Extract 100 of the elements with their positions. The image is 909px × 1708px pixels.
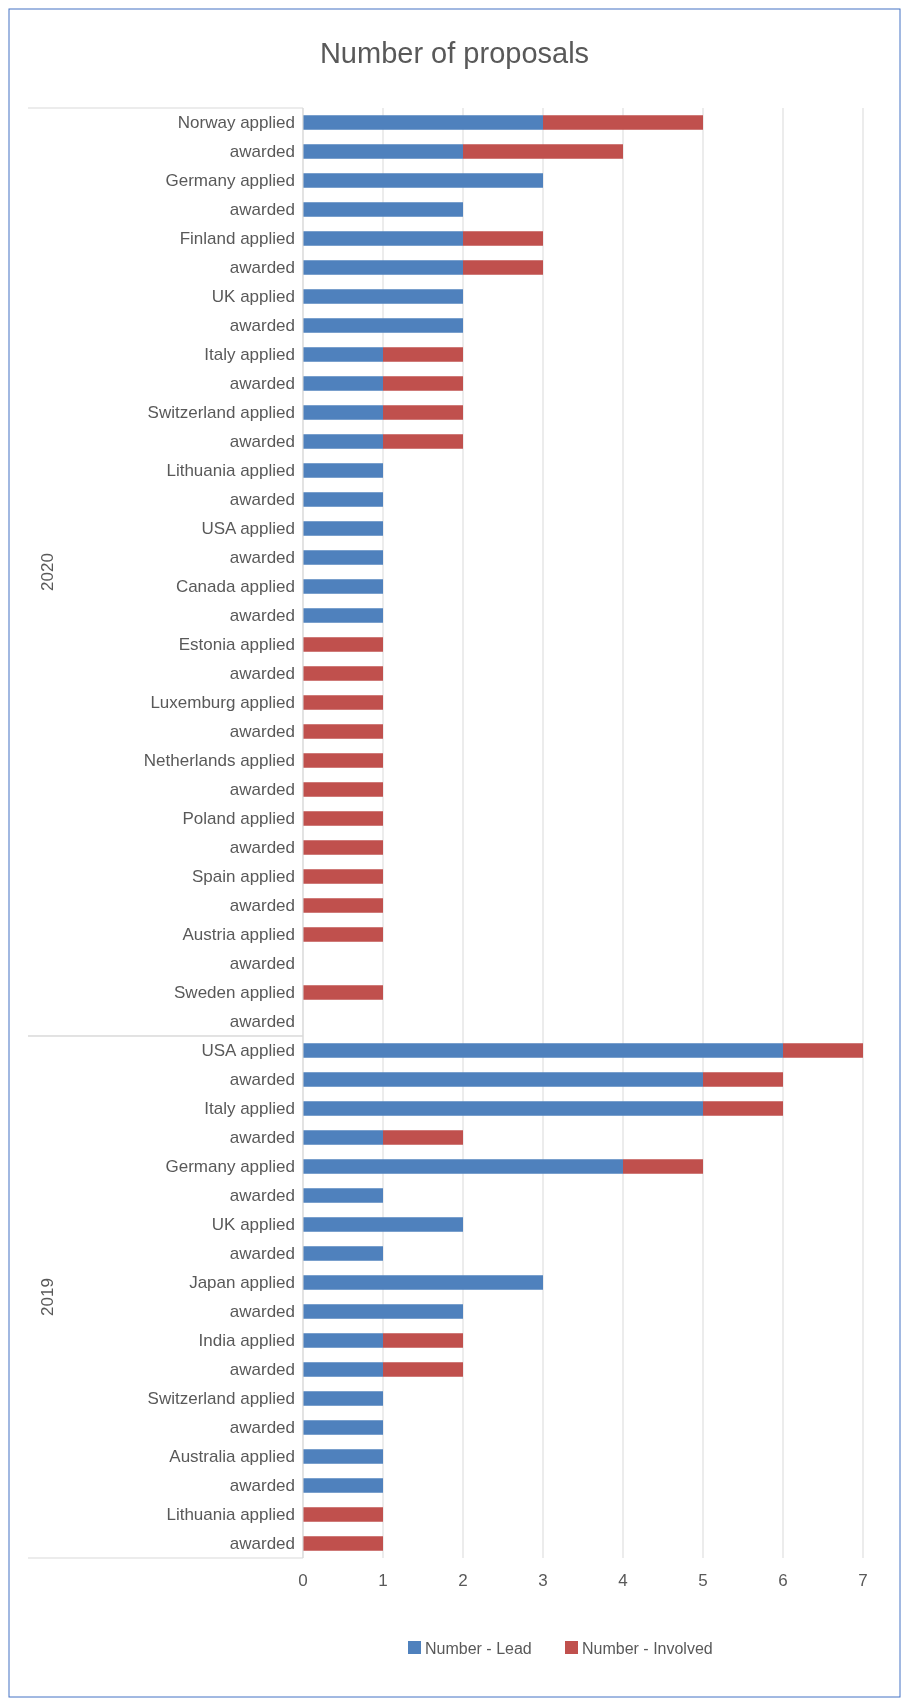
bar [303, 1072, 703, 1087]
y-tick-label: awarded [229, 954, 295, 974]
y-tick-label: awarded [229, 1128, 295, 1148]
bar [303, 695, 383, 710]
bar [383, 1362, 463, 1377]
bar [303, 231, 463, 246]
bar [303, 1536, 383, 1551]
y-tick-label: awarded [229, 722, 295, 742]
bar [383, 376, 463, 391]
bar [303, 1188, 383, 1203]
bar [303, 840, 383, 855]
y-tick-label: Italy applied [204, 345, 295, 365]
y-tick-label: awarded [229, 896, 295, 916]
bar [303, 1478, 383, 1493]
y-tick-label: awarded [229, 258, 295, 278]
bar [303, 1420, 383, 1435]
y-tick-label: Netherlands applied [143, 751, 295, 771]
legend-label: Number - Involved [582, 1639, 713, 1657]
y-tick-label: awarded [229, 1244, 295, 1264]
y-tick-label: awarded [229, 374, 295, 394]
x-tick-label: 6 [778, 1571, 788, 1590]
y-tick-label: India applied [198, 1331, 295, 1351]
bar [303, 637, 383, 652]
y-tick-label: USA applied [201, 1041, 295, 1061]
y-tick-label: awarded [229, 1012, 295, 1032]
y-axis-title: 2019 [38, 1278, 57, 1316]
bar [383, 405, 463, 420]
bar [303, 202, 463, 217]
y-tick-label: awarded [229, 664, 295, 684]
bar [303, 1362, 383, 1377]
legend-label: Number - Lead [425, 1639, 532, 1657]
y-tick-label: UK applied [211, 1215, 295, 1235]
x-tick-label: 5 [698, 1571, 708, 1590]
bar [303, 434, 383, 449]
bar [623, 1159, 703, 1174]
bar [303, 898, 383, 913]
y-tick-label: awarded [229, 548, 295, 568]
y-tick-label: awarded [229, 780, 295, 800]
bar [303, 1217, 463, 1232]
y-tick-label: Lithuania applied [166, 1505, 295, 1525]
y-tick-label: Poland applied [182, 809, 295, 829]
y-tick-label: Germany applied [165, 1157, 295, 1177]
bar [303, 1043, 783, 1058]
bar [303, 1333, 383, 1348]
y-tick-label: Norway applied [177, 113, 295, 133]
bar [303, 492, 383, 507]
bar [303, 1391, 383, 1406]
bar [463, 231, 543, 246]
y-tick-label: awarded [229, 316, 295, 336]
y-tick-label: Australia applied [169, 1447, 295, 1467]
y-tick-label: Spain applied [191, 867, 295, 887]
y-tick-label: UK applied [211, 287, 295, 307]
bar [303, 1159, 623, 1174]
y-tick-label: awarded [229, 490, 295, 510]
bar [303, 927, 383, 942]
y-tick-label: Germany applied [165, 171, 295, 191]
y-tick-label: awarded [229, 838, 295, 858]
bar [303, 811, 383, 826]
bar [303, 869, 383, 884]
x-tick-label: 3 [538, 1571, 548, 1590]
bar [303, 347, 383, 362]
bar [303, 1275, 543, 1290]
bar [303, 115, 543, 130]
bar [783, 1043, 863, 1058]
bar [303, 318, 463, 333]
y-tick-label: Lithuania applied [166, 461, 295, 481]
bar [383, 1333, 463, 1348]
bar [303, 260, 463, 275]
y-tick-label: Sweden applied [174, 983, 295, 1003]
y-tick-label: awarded [229, 1186, 295, 1206]
bar [463, 144, 623, 159]
y-tick-label: Italy applied [204, 1099, 295, 1119]
y-tick-label: awarded [229, 1070, 295, 1090]
bar [303, 666, 383, 681]
y-tick-label: Austria applied [182, 925, 295, 945]
y-tick-label: Finland applied [179, 229, 295, 249]
bar [303, 1449, 383, 1464]
bar [303, 608, 383, 623]
x-tick-label: 1 [378, 1571, 388, 1590]
bar [543, 115, 703, 130]
y-tick-label: Switzerland applied [147, 403, 295, 423]
y-tick-label: awarded [229, 1476, 295, 1496]
y-tick-label: Japan applied [189, 1273, 295, 1293]
y-tick-label: Luxemburg applied [150, 693, 295, 713]
bar [303, 463, 383, 478]
y-axis-title: 2020 [38, 553, 57, 591]
bar [303, 550, 383, 565]
bar [383, 434, 463, 449]
y-tick-label: awarded [229, 1418, 295, 1438]
bar [303, 1304, 463, 1319]
bar [303, 144, 463, 159]
y-tick-label: awarded [229, 432, 295, 452]
bar [303, 985, 383, 1000]
bar [303, 724, 383, 739]
y-tick-label: awarded [229, 1360, 295, 1380]
bar [303, 753, 383, 768]
y-tick-label: Estonia applied [178, 635, 295, 655]
y-tick-label: awarded [229, 200, 295, 220]
bar [303, 1130, 383, 1145]
bar [303, 289, 463, 304]
